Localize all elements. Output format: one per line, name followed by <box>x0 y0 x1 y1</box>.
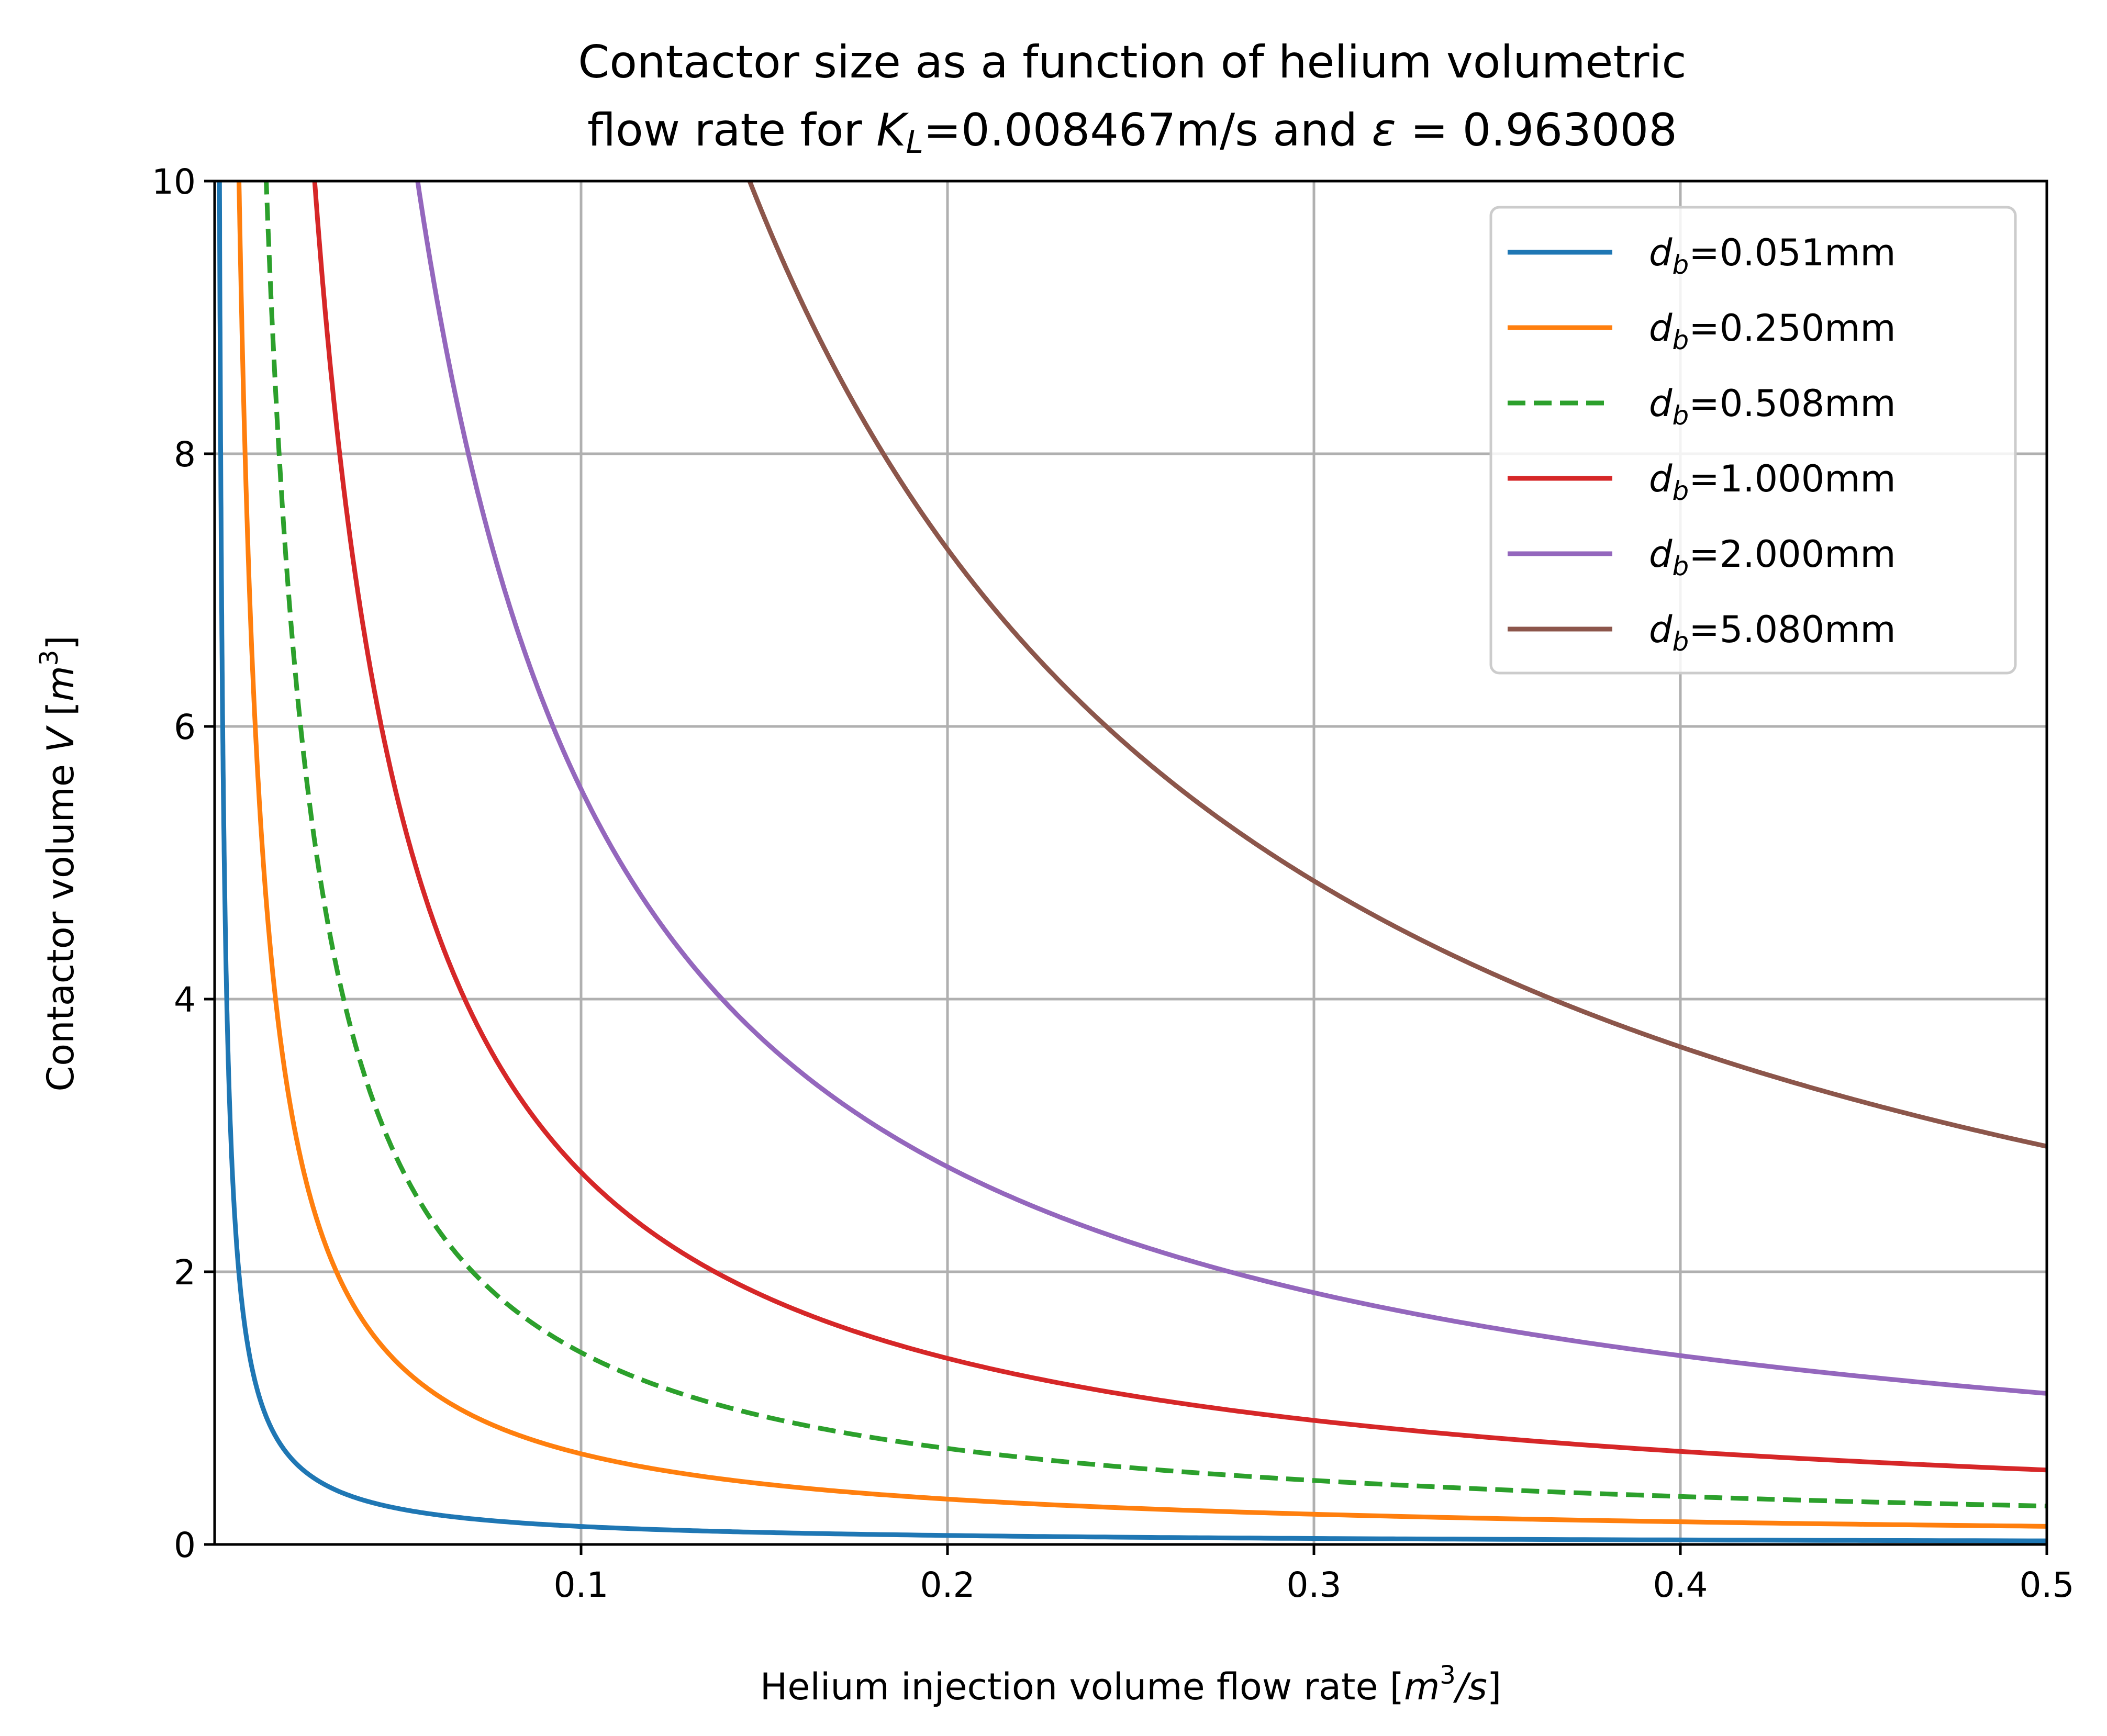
y-axis-label-close: ] <box>39 635 82 649</box>
legend-label-var: d <box>1649 382 1673 425</box>
x-axis-unit-m: m <box>1404 1665 1440 1708</box>
x-axis-label: Helium injection volume flow rate [m3/s] <box>760 1661 1501 1708</box>
y-axis-var: V <box>39 725 82 753</box>
x-axis-ticks: 0.1 0.2 0.3 0.4 0.5 <box>554 1544 2075 1605</box>
legend-label-sub: b <box>1672 325 1689 355</box>
series-line-4 <box>312 181 2047 1473</box>
legend-label-var: d <box>1649 457 1673 500</box>
legend-label-value: =1.000mm <box>1689 457 1896 500</box>
y-axis-label: Contactor volume V [m3] <box>35 635 82 1091</box>
legend-label-sub: b <box>1672 551 1689 581</box>
legend-label-2: db=0.250mm <box>1649 307 1896 355</box>
x-tick-label: 0.4 <box>1653 1565 1708 1605</box>
y-tick-label: 0 <box>174 1525 196 1565</box>
y-tick-label: 6 <box>174 707 196 747</box>
series-line-2 <box>237 181 2047 1529</box>
y-tick-label: 2 <box>174 1252 196 1293</box>
x-tick-label: 0.1 <box>554 1565 609 1605</box>
legend-label-6: db=5.080mm <box>1649 608 1896 657</box>
legend-label-3: db=0.508mm <box>1649 382 1896 431</box>
plot-frame <box>213 180 2048 1546</box>
legend-label-sub: b <box>1672 476 1689 506</box>
x-tick-label: 0.2 <box>920 1565 975 1605</box>
legend-label-value: =0.051mm <box>1689 231 1896 274</box>
x-tick-label: 0.5 <box>2020 1565 2075 1605</box>
y-tick-label: 10 <box>152 162 196 202</box>
y-axis-unit-exponent: 3 <box>35 650 64 666</box>
legend-label-5: db=2.000mm <box>1649 533 1896 581</box>
legend-label-sub: b <box>1672 626 1689 657</box>
title-k-subscript: L <box>906 124 923 161</box>
y-axis-ticks: 0 2 4 6 8 10 <box>152 162 215 1565</box>
series-line-1 <box>217 181 2047 1543</box>
x-axis-unit-rest: /s <box>1453 1665 1487 1708</box>
title-epsilon-value: = 0.963008 <box>1396 104 1677 156</box>
y-axis-label-text: Contactor volume <box>39 753 82 1092</box>
legend-label-var: d <box>1649 533 1673 576</box>
legend-label-value: =5.080mm <box>1689 608 1896 651</box>
legend-label-1: db=0.051mm <box>1649 231 1896 280</box>
title-flow-rate-text: flow rate for <box>587 104 876 156</box>
x-axis-label-close: ] <box>1487 1665 1501 1708</box>
y-tick-label: 4 <box>174 980 196 1020</box>
legend-label-value: =2.000mm <box>1689 533 1896 576</box>
x-axis-unit-exponent: 3 <box>1440 1661 1456 1690</box>
x-tick-label: 0.3 <box>1287 1565 1342 1605</box>
legend-label-sub: b <box>1672 400 1689 431</box>
legend-items: db=0.051mmdb=0.250mmdb=0.508mmdb=1.000mm… <box>1508 231 1896 657</box>
legend-label-var: d <box>1649 608 1673 651</box>
chart-title-line-1: Contactor size as a function of helium v… <box>578 36 1686 88</box>
legend-label-value: =0.508mm <box>1689 382 1896 425</box>
title-k-symbol: K <box>876 104 909 156</box>
x-axis-label-text: Helium injection volume flow rate [ <box>760 1665 1404 1708</box>
series-line-5 <box>415 181 2047 1396</box>
y-axis-unit-m: m <box>39 666 82 701</box>
series-line-6 <box>747 181 2047 1149</box>
chart-title-line-2: flow rate for KL=0.008467m/s and ε = 0.9… <box>587 104 1677 161</box>
y-axis-label-open: [ <box>39 701 82 727</box>
legend-label-var: d <box>1649 307 1673 350</box>
legend-box <box>1489 206 2017 675</box>
series-lines <box>217 181 2047 1543</box>
legend-label-4: db=1.000mm <box>1649 457 1896 506</box>
title-epsilon-symbol: ε <box>1372 104 1396 156</box>
y-tick-label: 8 <box>174 434 196 475</box>
series-line-3 <box>264 181 2047 1509</box>
legend-label-sub: b <box>1672 250 1689 280</box>
title-kl-value: =0.008467m/s and <box>923 104 1372 156</box>
legend: db=0.051mmdb=0.250mmdb=0.508mmdb=1.000mm… <box>1489 206 2017 675</box>
legend-label-value: =0.250mm <box>1689 307 1896 350</box>
legend-label-var: d <box>1649 231 1673 274</box>
